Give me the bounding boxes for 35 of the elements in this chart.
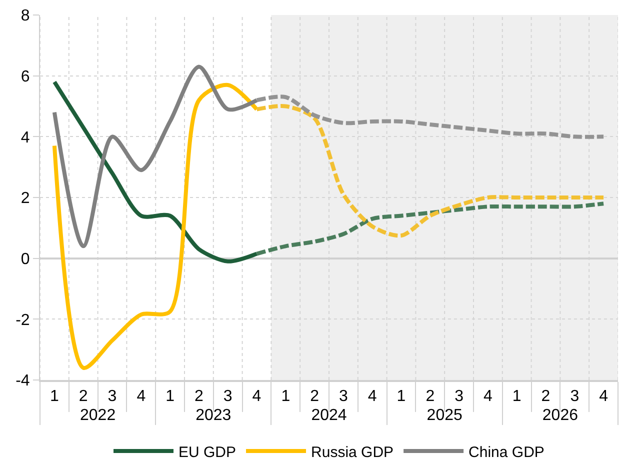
x-tick-label: 1 bbox=[512, 388, 522, 406]
x-tick-label: 3 bbox=[454, 388, 464, 406]
x-tick-label: 2 bbox=[310, 388, 320, 406]
x-tick-label: 3 bbox=[108, 388, 117, 406]
x-tick-label: 1 bbox=[50, 388, 59, 406]
y-tick-label: -2 bbox=[16, 312, 30, 329]
x-tick-label: 4 bbox=[483, 388, 492, 406]
x-tick-label: 2 bbox=[194, 388, 204, 406]
x-tick-label: 1 bbox=[396, 388, 406, 406]
x-tick-label: 2 bbox=[541, 388, 550, 406]
y-tick-label: 4 bbox=[20, 129, 30, 146]
x-tick-label: 3 bbox=[223, 388, 232, 406]
y-tick-label: 8 bbox=[20, 8, 30, 25]
legend-label: EU GDP bbox=[178, 444, 236, 461]
text: 2026 bbox=[542, 407, 578, 424]
x-tick-label: 4 bbox=[368, 388, 377, 406]
x-tick-label: 3 bbox=[338, 388, 348, 406]
x-tick-label: 4 bbox=[136, 388, 146, 406]
y-tick-label: 2 bbox=[20, 190, 30, 208]
y-tick-label: 6 bbox=[20, 68, 30, 86]
x-tick-label: 1 bbox=[166, 388, 175, 406]
text: 2023 bbox=[196, 407, 232, 424]
x-tick-label: 4 bbox=[599, 388, 608, 406]
legend-label: Russia GDP bbox=[311, 444, 394, 461]
x-tick-label: 4 bbox=[252, 388, 262, 406]
y-tick-label: -4 bbox=[16, 372, 30, 390]
x-tick-label: 2 bbox=[426, 388, 435, 406]
x-tick-label: 1 bbox=[281, 388, 290, 406]
y-tick-label: 0 bbox=[20, 250, 30, 268]
text: 2025 bbox=[426, 407, 462, 424]
text: 2024 bbox=[311, 407, 347, 424]
x-tick-label: 3 bbox=[570, 388, 580, 406]
x-tick-label: 2 bbox=[78, 388, 88, 406]
text: 2022 bbox=[80, 407, 116, 424]
legend-label: China GDP bbox=[468, 444, 544, 461]
